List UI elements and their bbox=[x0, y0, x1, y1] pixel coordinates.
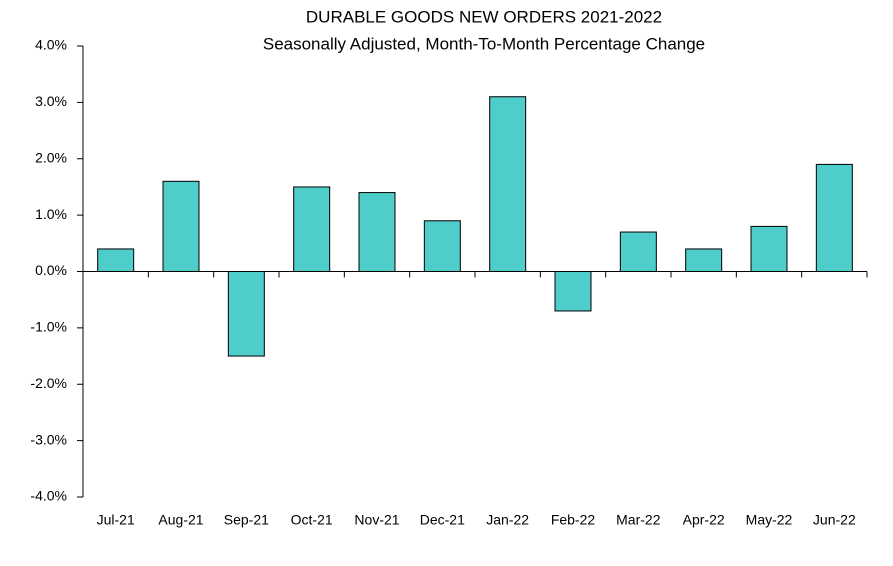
y-tick-label: 4.0% bbox=[35, 37, 67, 53]
x-tick-label: Sep-21 bbox=[224, 512, 269, 528]
bar bbox=[97, 248, 135, 272]
bar bbox=[619, 231, 657, 273]
x-tick-label: Jul-21 bbox=[97, 512, 135, 528]
bar bbox=[162, 180, 200, 272]
chart-subtitle: Seasonally Adjusted, Month-To-Month Perc… bbox=[263, 34, 705, 53]
bar bbox=[227, 271, 265, 357]
x-tick-label: Nov-21 bbox=[354, 512, 399, 528]
bar bbox=[358, 192, 396, 272]
bar bbox=[750, 225, 788, 272]
x-tick-label: Mar-22 bbox=[616, 512, 661, 528]
y-tick-label: 3.0% bbox=[35, 93, 67, 109]
bar bbox=[815, 163, 853, 272]
y-tick-label: 2.0% bbox=[35, 149, 67, 165]
bar bbox=[489, 96, 527, 272]
bar bbox=[554, 271, 592, 312]
x-tick-label: Oct-21 bbox=[291, 512, 333, 528]
bar bbox=[423, 220, 461, 272]
y-tick-label: -1.0% bbox=[30, 319, 67, 335]
y-tick-label: -3.0% bbox=[30, 431, 67, 447]
bar bbox=[685, 248, 723, 272]
y-tick-label: -4.0% bbox=[30, 488, 67, 504]
x-tick-label: Jan-22 bbox=[486, 512, 529, 528]
x-tick-label: Aug-21 bbox=[158, 512, 203, 528]
x-tick-label: Jun-22 bbox=[813, 512, 856, 528]
bar bbox=[293, 186, 331, 272]
x-tick-label: Dec-21 bbox=[420, 512, 465, 528]
y-tick-label: -2.0% bbox=[30, 375, 67, 391]
y-tick-label: 1.0% bbox=[35, 206, 67, 222]
x-tick-label: May-22 bbox=[746, 512, 793, 528]
x-tick-label: Apr-22 bbox=[683, 512, 725, 528]
x-tick-label: Feb-22 bbox=[551, 512, 596, 528]
y-tick-label: 0.0% bbox=[35, 262, 67, 278]
chart-title: DURABLE GOODS NEW ORDERS 2021-2022 bbox=[306, 7, 662, 26]
